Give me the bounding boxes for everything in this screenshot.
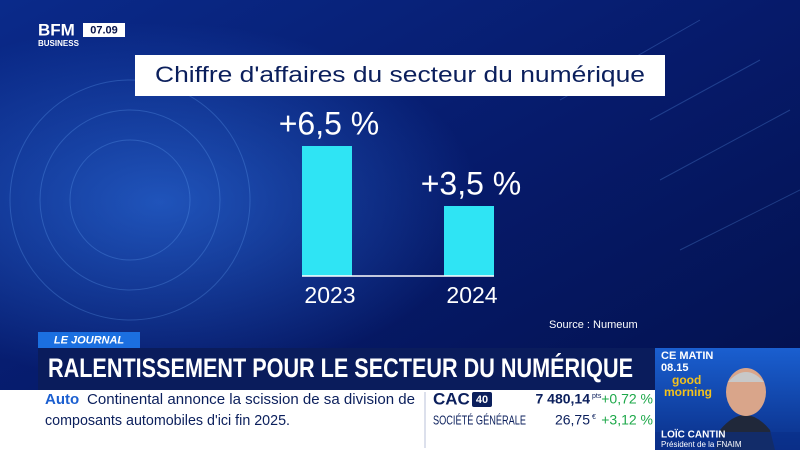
index-change: +0,72 % [601, 391, 653, 407]
tag-box [38, 332, 140, 348]
show-logo-top: good [672, 373, 701, 387]
bar [444, 206, 494, 276]
x-tick-label: 2024 [446, 282, 497, 308]
tag: LE JOURNAL [54, 334, 125, 346]
guest-caption-box [655, 432, 800, 450]
source: Source : Numeum [549, 319, 638, 331]
chart: +6,5 % 2023 +3,5 % 2024 [279, 105, 522, 308]
guest-title: Président de la FNAIM [661, 440, 742, 449]
ticker-category: Auto [45, 391, 79, 408]
logo: BFM [38, 20, 75, 39]
ticker-band [0, 390, 655, 450]
index-name: CAC [433, 389, 470, 408]
index-unit: pts [592, 393, 602, 400]
logo-sub: BUSINESS [38, 39, 80, 48]
value-label: +6,5 % [279, 105, 380, 141]
time: 07.09 [90, 24, 118, 36]
index-badge: 40 [476, 394, 488, 406]
show-logo-bottom: morning [664, 385, 712, 399]
title-panel [135, 55, 665, 96]
background-circuit [9, 19, 800, 321]
chart-title: Chiffre d'affaires du secteur du numériq… [155, 62, 645, 87]
stock-unit: € [592, 414, 596, 421]
index-badge-box [472, 392, 492, 407]
stock-change: +3,12 % [601, 412, 653, 428]
value-label: +3,5 % [421, 165, 522, 201]
ticker-line: composants automobiles d'ici fin 2025. [45, 412, 290, 429]
headline: RALENTISSEMENT POUR LE SECTEUR DU NUMÉRI… [48, 352, 633, 383]
stock-value: 26,75 [555, 412, 590, 428]
ticker-line: Continental annonce la scission de sa di… [87, 391, 415, 408]
bar [302, 146, 352, 276]
stock-name: SOCIÉTÉ GÉNÉRALE [433, 412, 526, 427]
headline-band [38, 348, 655, 390]
guest-name: LOÏC CANTIN [661, 428, 725, 441]
x-tick-label: 2023 [304, 282, 355, 308]
show-label: CE MATIN [661, 350, 713, 362]
show-time: 08.15 [661, 362, 689, 374]
time-box [83, 23, 125, 37]
index-value: 7 480,14 [536, 391, 591, 407]
